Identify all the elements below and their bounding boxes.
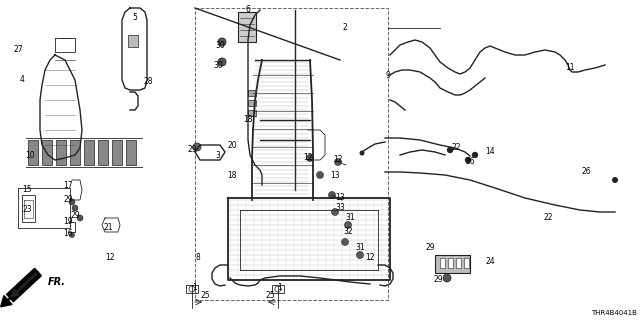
Text: 22: 22 bbox=[543, 213, 553, 222]
Text: 12: 12 bbox=[365, 253, 375, 262]
Text: 2: 2 bbox=[342, 23, 348, 33]
Text: 23: 23 bbox=[22, 205, 32, 214]
Text: 12: 12 bbox=[105, 253, 115, 262]
Text: 24: 24 bbox=[485, 258, 495, 267]
Circle shape bbox=[443, 274, 451, 282]
Circle shape bbox=[328, 191, 335, 198]
Text: 9: 9 bbox=[385, 70, 390, 79]
Text: 27: 27 bbox=[13, 45, 23, 54]
Circle shape bbox=[218, 58, 226, 66]
Circle shape bbox=[465, 157, 471, 163]
Text: 31: 31 bbox=[355, 244, 365, 252]
Text: 29: 29 bbox=[70, 211, 80, 220]
Circle shape bbox=[335, 158, 342, 165]
Text: 30: 30 bbox=[215, 41, 225, 50]
Text: 30: 30 bbox=[213, 60, 223, 69]
Text: 18: 18 bbox=[227, 171, 237, 180]
Text: 17: 17 bbox=[63, 180, 73, 189]
Text: 25: 25 bbox=[200, 292, 210, 300]
Text: 32: 32 bbox=[343, 228, 353, 236]
Circle shape bbox=[612, 177, 618, 183]
Circle shape bbox=[356, 252, 364, 259]
Bar bbox=[186, 285, 198, 293]
Bar bbox=[56, 140, 66, 165]
Circle shape bbox=[317, 172, 323, 179]
Bar bbox=[84, 140, 94, 165]
Text: 14: 14 bbox=[485, 148, 495, 156]
Text: 1: 1 bbox=[193, 284, 197, 292]
Bar bbox=[195, 8, 388, 300]
Circle shape bbox=[70, 233, 74, 237]
Text: 15: 15 bbox=[22, 186, 32, 195]
Text: 26: 26 bbox=[581, 167, 591, 177]
Text: 29: 29 bbox=[63, 196, 73, 204]
Circle shape bbox=[447, 147, 453, 153]
Circle shape bbox=[360, 150, 365, 156]
Bar bbox=[70, 140, 80, 165]
Bar bbox=[42, 140, 52, 165]
Circle shape bbox=[218, 38, 226, 46]
Text: 3: 3 bbox=[216, 150, 220, 159]
Circle shape bbox=[307, 155, 314, 162]
Text: 25: 25 bbox=[265, 292, 275, 300]
Text: 8: 8 bbox=[196, 253, 200, 262]
Text: 6: 6 bbox=[246, 5, 250, 14]
Circle shape bbox=[472, 152, 478, 158]
Bar bbox=[248, 90, 256, 96]
Text: THR4B4041B: THR4B4041B bbox=[591, 310, 637, 316]
Bar bbox=[28, 140, 38, 165]
Bar bbox=[464, 258, 469, 268]
Text: 1: 1 bbox=[278, 284, 282, 292]
Bar bbox=[435, 255, 470, 273]
Circle shape bbox=[72, 205, 78, 211]
Text: 19: 19 bbox=[63, 218, 73, 227]
Text: 31: 31 bbox=[345, 213, 355, 222]
Text: 4: 4 bbox=[20, 76, 24, 84]
Text: 29: 29 bbox=[425, 244, 435, 252]
FancyArrow shape bbox=[6, 268, 42, 302]
Text: 12: 12 bbox=[333, 156, 343, 164]
Bar bbox=[248, 110, 256, 116]
Bar bbox=[98, 140, 108, 165]
Circle shape bbox=[193, 143, 201, 151]
Circle shape bbox=[344, 221, 351, 228]
Text: 20: 20 bbox=[227, 140, 237, 149]
Bar bbox=[456, 258, 461, 268]
Text: 11: 11 bbox=[565, 63, 575, 73]
Text: 28: 28 bbox=[143, 77, 153, 86]
Bar bbox=[248, 100, 256, 106]
Circle shape bbox=[69, 199, 75, 205]
Text: 29: 29 bbox=[187, 146, 197, 155]
Bar bbox=[126, 140, 136, 165]
Bar bbox=[272, 285, 284, 293]
Text: 21: 21 bbox=[103, 223, 113, 233]
Text: 16: 16 bbox=[63, 229, 73, 238]
Text: 22: 22 bbox=[451, 143, 461, 153]
Text: 13: 13 bbox=[335, 193, 345, 202]
Circle shape bbox=[332, 209, 339, 215]
Text: 33: 33 bbox=[335, 204, 345, 212]
Circle shape bbox=[77, 215, 83, 221]
Bar bbox=[128, 35, 138, 47]
Text: 5: 5 bbox=[132, 13, 138, 22]
Text: FR.: FR. bbox=[48, 277, 66, 287]
Bar bbox=[448, 258, 453, 268]
Bar bbox=[238, 12, 256, 42]
Text: 26: 26 bbox=[465, 157, 475, 166]
Text: 18: 18 bbox=[243, 116, 253, 124]
Bar bbox=[440, 258, 445, 268]
Text: 13: 13 bbox=[330, 171, 340, 180]
Text: 29: 29 bbox=[433, 276, 443, 284]
FancyArrow shape bbox=[1, 272, 38, 307]
Text: 10: 10 bbox=[25, 150, 35, 159]
Circle shape bbox=[342, 238, 349, 245]
Text: 12: 12 bbox=[303, 154, 313, 163]
Bar bbox=[112, 140, 122, 165]
